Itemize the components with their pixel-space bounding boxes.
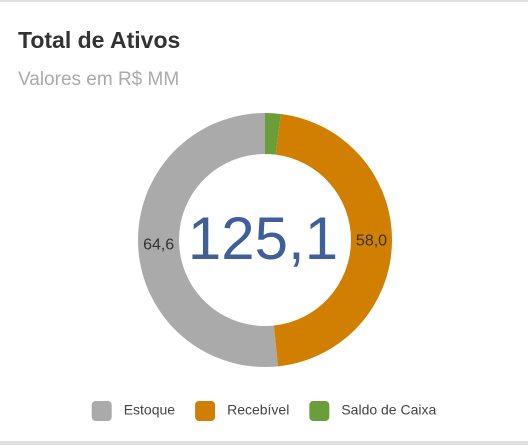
legend-label: Estoque bbox=[124, 402, 176, 418]
legend-swatch bbox=[91, 401, 112, 421]
donut-slice bbox=[137, 113, 279, 367]
legend-swatch bbox=[309, 401, 330, 421]
data-label: 64,6 bbox=[143, 237, 174, 254]
legend-label: Recebível bbox=[227, 402, 289, 418]
donut-slice bbox=[273, 113, 393, 367]
chart-title: Total de Ativos bbox=[18, 27, 180, 53]
data-label: 58,0 bbox=[356, 232, 387, 249]
legend-label: Saldo de Caixa bbox=[341, 402, 436, 418]
legend-swatch bbox=[195, 401, 216, 421]
chart-subtitle: Valores em R$ MM bbox=[18, 69, 179, 90]
donut-slice bbox=[265, 113, 281, 155]
center-total: 125,1 bbox=[188, 205, 338, 272]
